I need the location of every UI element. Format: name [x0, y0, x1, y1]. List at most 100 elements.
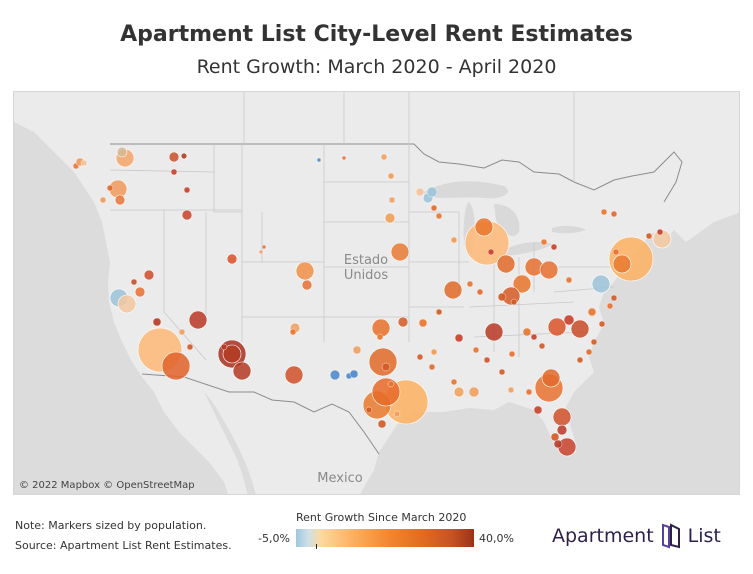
city-marker-minor-43[interactable]	[563, 314, 575, 326]
city-marker-seattle-area[interactable]	[116, 146, 128, 158]
city-marker-minor-39[interactable]	[553, 439, 563, 449]
city-marker-minor-13[interactable]	[435, 212, 443, 220]
city-marker-minor-32[interactable]	[454, 333, 464, 343]
map-canvas[interactable]: Estado Unidos Mexico	[14, 92, 740, 495]
city-marker-minor-73[interactable]	[170, 168, 178, 176]
city-marker-minor-45[interactable]	[606, 302, 614, 310]
city-marker-minor-10[interactable]	[415, 187, 425, 197]
city-marker-denver[interactable]	[295, 261, 315, 281]
city-marker-minor-25[interactable]	[468, 386, 480, 398]
city-marker-minor-16[interactable]	[476, 288, 484, 296]
city-marker-minor-72[interactable]	[220, 343, 228, 351]
city-marker-minor-46[interactable]	[610, 294, 618, 302]
city-marker-minor-35[interactable]	[507, 386, 515, 394]
city-marker-raleigh[interactable]	[570, 319, 590, 339]
city-marker-minor-55[interactable]	[598, 320, 606, 328]
city-marker-minor-33[interactable]	[472, 346, 480, 354]
city-marker-salt-lake-city[interactable]	[226, 253, 238, 265]
city-marker-minor-6[interactable]	[341, 155, 347, 161]
city-marker-minor-34[interactable]	[498, 368, 506, 376]
city-marker-columbus[interactable]	[512, 274, 532, 294]
city-marker-minor-14[interactable]	[450, 236, 458, 244]
city-marker-minor-70[interactable]	[178, 328, 186, 336]
city-marker-idaho[interactable]	[180, 152, 188, 160]
city-marker-san-antonio[interactable]	[371, 377, 401, 407]
city-marker-minor-56[interactable]	[376, 333, 384, 341]
city-marker-minor-53[interactable]	[550, 243, 558, 251]
city-marker-minor-40[interactable]	[576, 356, 584, 364]
city-marker-tulsa[interactable]	[397, 316, 409, 328]
city-marker-charlotte[interactable]	[547, 317, 567, 337]
city-marker-minor-65[interactable]	[289, 328, 297, 336]
city-marker-indianapolis[interactable]	[496, 254, 516, 274]
city-marker-las-vegas[interactable]	[222, 344, 242, 364]
city-marker-minor-69[interactable]	[130, 278, 138, 286]
city-marker-minor-47[interactable]	[612, 248, 620, 256]
city-marker-milwaukee[interactable]	[474, 217, 494, 237]
city-marker-minor-60[interactable]	[381, 362, 391, 372]
city-marker-minor-49[interactable]	[656, 228, 664, 236]
city-marker-minor-61[interactable]	[387, 380, 395, 388]
city-marker-minor-17[interactable]	[487, 248, 495, 256]
city-marker-kansas-city[interactable]	[390, 242, 410, 262]
city-marker-jacksonville[interactable]	[541, 368, 561, 388]
city-marker-philadelphia[interactable]	[612, 254, 632, 274]
city-marker-minor-2[interactable]	[80, 159, 88, 167]
city-marker-minor-29[interactable]	[416, 353, 424, 361]
city-marker-minor-63[interactable]	[365, 406, 373, 414]
city-marker-minor-18[interactable]	[497, 292, 507, 302]
city-marker-minor-23[interactable]	[508, 350, 516, 358]
city-marker-minor-64[interactable]	[377, 419, 387, 429]
city-marker-new-orleans[interactable]	[453, 386, 465, 398]
city-marker-minor-50[interactable]	[600, 208, 608, 216]
city-marker-el-paso[interactable]	[284, 365, 304, 385]
city-marker-minor-26[interactable]	[450, 378, 458, 386]
city-marker-minor-44[interactable]	[587, 307, 597, 317]
city-marker-dallas[interactable]	[368, 347, 398, 377]
city-marker-minor-31[interactable]	[435, 308, 443, 316]
city-marker-orlando[interactable]	[552, 407, 572, 427]
city-marker-minor-19[interactable]	[510, 298, 518, 306]
city-marker-minor-21[interactable]	[530, 333, 538, 341]
city-marker-minor-68[interactable]	[152, 317, 162, 327]
city-marker-minor-67[interactable]	[258, 249, 264, 255]
city-marker-st-louis[interactable]	[443, 280, 463, 300]
city-marker-minor-5[interactable]	[316, 157, 322, 163]
city-marker-minor-28[interactable]	[430, 348, 438, 356]
city-marker-washington-dc[interactable]	[591, 274, 611, 294]
city-marker-reno[interactable]	[143, 269, 155, 281]
map-viewport[interactable]: Estado Unidos Mexico © 2022 Mapbox © Ope…	[13, 91, 740, 495]
city-marker-minor-15[interactable]	[466, 280, 474, 288]
city-marker-colorado-springs[interactable]	[301, 279, 313, 291]
city-marker-minor-57[interactable]	[352, 345, 362, 355]
city-marker-minor-22[interactable]	[538, 342, 546, 350]
city-marker-sacramento[interactable]	[134, 286, 146, 298]
city-marker-san-jose[interactable]	[117, 294, 137, 314]
city-marker-minor-37[interactable]	[533, 405, 543, 415]
city-marker-minor-42[interactable]	[590, 338, 598, 346]
city-marker-fresno[interactable]	[188, 310, 208, 330]
city-marker-salem[interactable]	[114, 194, 126, 206]
city-marker-minor-62[interactable]	[393, 410, 401, 418]
city-marker-minor-12[interactable]	[430, 204, 438, 212]
city-marker-minor-20[interactable]	[522, 327, 532, 337]
city-marker-minor-51[interactable]	[610, 210, 618, 218]
city-marker-minor-66[interactable]	[261, 244, 267, 250]
city-marker-nashville[interactable]	[484, 322, 504, 342]
city-marker-boise[interactable]	[181, 209, 193, 221]
city-marker-minor-4[interactable]	[183, 186, 191, 194]
city-marker-tucson[interactable]	[232, 361, 252, 381]
city-marker-lubbock[interactable]	[329, 369, 341, 381]
city-marker-minor-27[interactable]	[428, 363, 436, 371]
city-marker-minor-54[interactable]	[565, 276, 573, 284]
city-marker-minor-24[interactable]	[483, 356, 491, 364]
city-marker-minor-48[interactable]	[645, 232, 653, 240]
city-marker-minor-52[interactable]	[540, 238, 548, 246]
city-marker-pittsburgh[interactable]	[539, 260, 559, 280]
city-marker-minor-8[interactable]	[387, 172, 395, 180]
city-marker-tampa[interactable]	[556, 424, 568, 436]
map-attribution[interactable]: © 2022 Mapbox © OpenStreetMap	[19, 480, 195, 491]
city-marker-minor-3[interactable]	[106, 184, 114, 192]
city-marker-minor-59[interactable]	[349, 369, 359, 379]
city-marker-minor-11[interactable]	[426, 186, 438, 198]
